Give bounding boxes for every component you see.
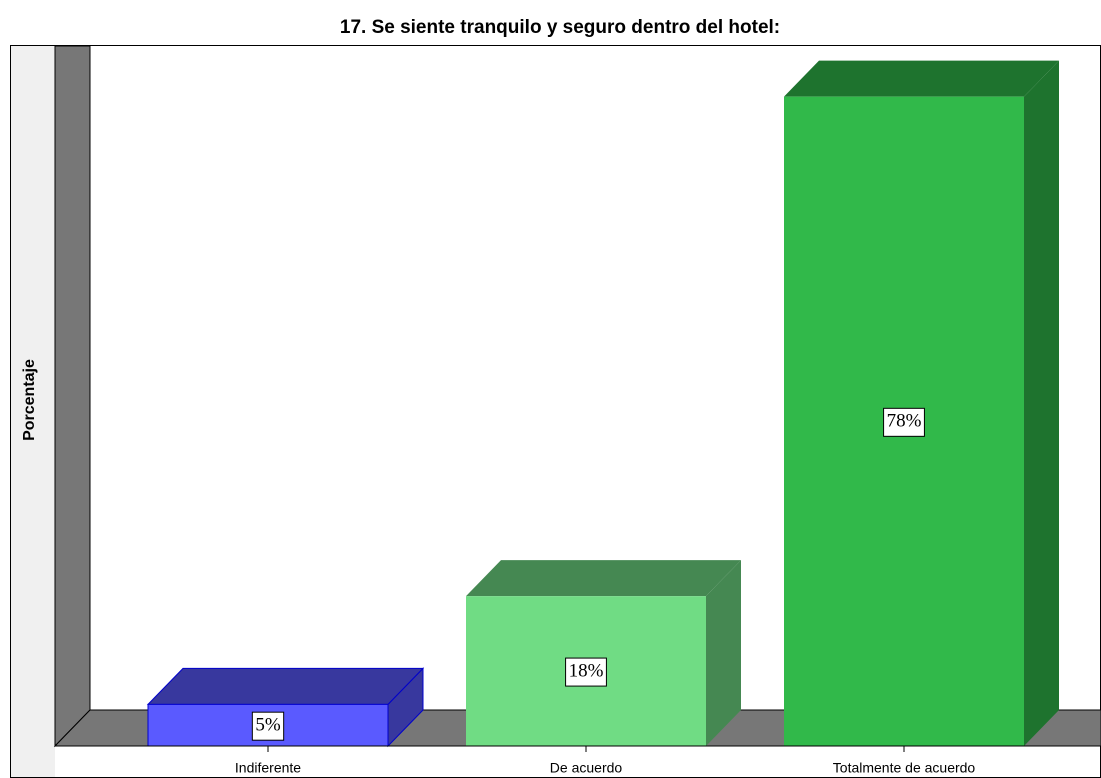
value-label: 5% (255, 715, 281, 736)
chart-title: 17. Se siente tranquilo y seguro dentro … (340, 17, 780, 38)
x-tick-label: Totalmente de acuerdo (833, 760, 976, 776)
bar-top (784, 60, 1059, 97)
value-label-box (251, 711, 285, 741)
bar-top (466, 560, 741, 597)
value-label: 18% (569, 660, 604, 681)
value-label: 78% (887, 411, 922, 432)
value-label-box (565, 657, 607, 687)
axis-panel (11, 46, 55, 777)
bar-side (706, 560, 741, 746)
y-axis-label: Porcentaje (21, 359, 38, 441)
x-tick-label: Indiferente (235, 760, 301, 776)
x-tick-label: De acuerdo (550, 760, 623, 776)
back-wall (54, 45, 91, 748)
value-label-box (883, 407, 925, 437)
bars: 5% 18% 78% (146, 60, 1059, 748)
bar-top (146, 667, 425, 705)
bar-side (1024, 60, 1059, 746)
